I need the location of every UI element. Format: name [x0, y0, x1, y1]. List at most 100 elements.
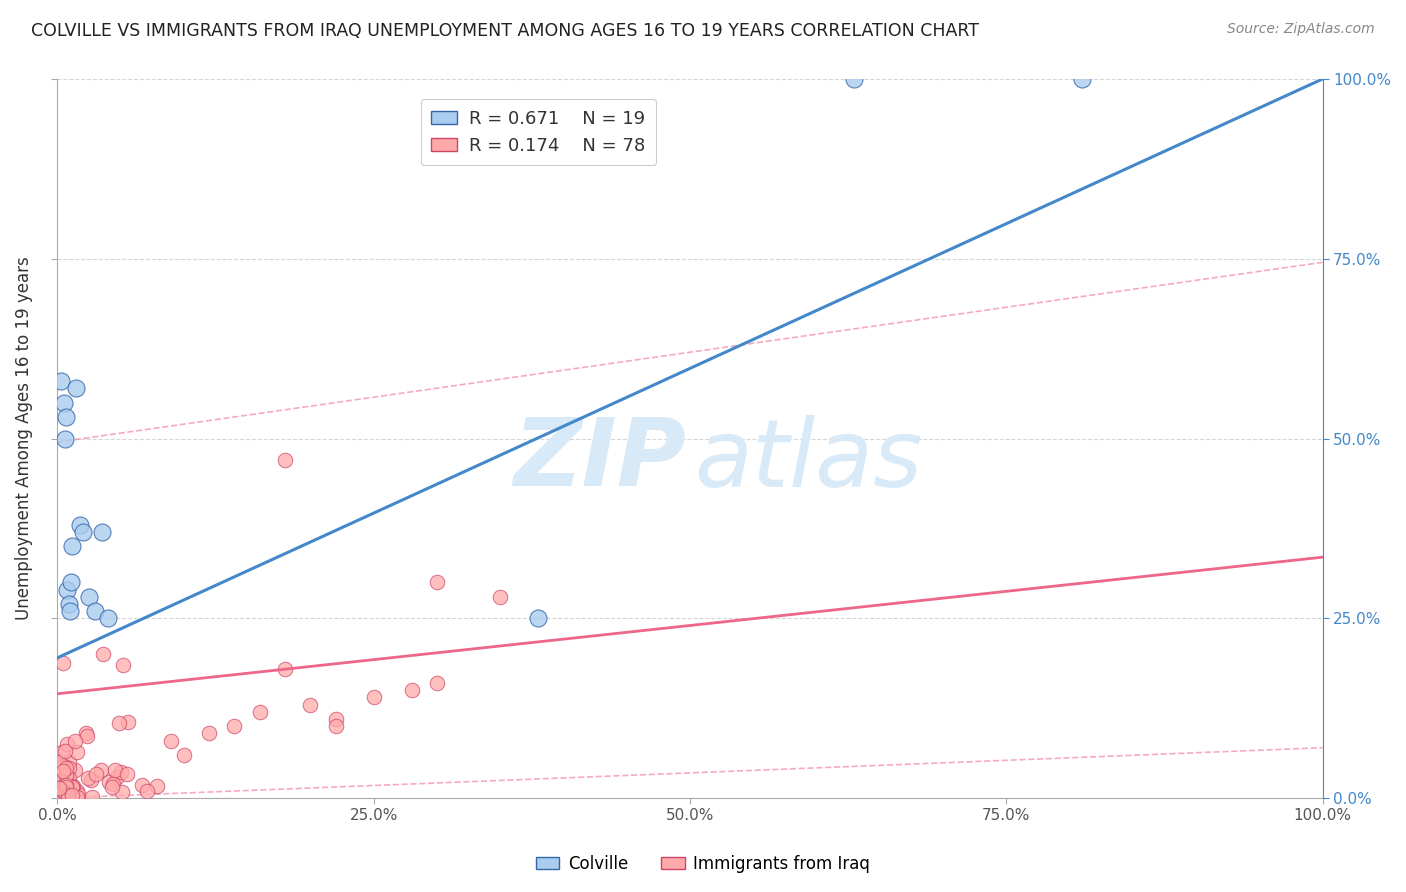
- Point: [59, 604, 82, 618]
- Point: [55, 780, 77, 795]
- Point: [66, 789, 89, 804]
- Point: [426, 676, 449, 690]
- Point: [55, 778, 77, 792]
- Point: [173, 747, 195, 762]
- Point: [299, 698, 322, 712]
- Point: [111, 785, 134, 799]
- Point: [527, 611, 550, 625]
- Point: [101, 780, 124, 794]
- Point: [60, 788, 83, 802]
- Point: [146, 779, 169, 793]
- Point: [63, 789, 86, 803]
- Point: [104, 763, 127, 777]
- Point: [52, 395, 75, 409]
- Point: [489, 590, 512, 604]
- Point: [48, 771, 70, 785]
- Point: [135, 783, 157, 797]
- Point: [76, 771, 98, 785]
- Point: [55, 768, 77, 782]
- Point: [65, 763, 87, 777]
- Point: [58, 755, 80, 769]
- Point: [58, 597, 80, 611]
- Point: [56, 789, 79, 803]
- Point: [52, 656, 75, 670]
- Point: [65, 381, 87, 395]
- Point: [90, 764, 112, 778]
- Point: [69, 517, 91, 532]
- Point: [60, 575, 83, 590]
- Point: [62, 779, 84, 793]
- Point: [53, 778, 76, 792]
- Point: [65, 784, 87, 798]
- Point: [198, 726, 221, 740]
- Point: [117, 714, 139, 729]
- Point: [84, 604, 107, 618]
- Point: [97, 611, 120, 625]
- Point: [115, 767, 138, 781]
- Y-axis label: Unemployment Among Ages 16 to 19 years: Unemployment Among Ages 16 to 19 years: [15, 257, 32, 621]
- Text: atlas: atlas: [693, 415, 922, 506]
- Point: [49, 781, 72, 796]
- Point: [56, 737, 79, 751]
- Point: [58, 761, 80, 775]
- Point: [82, 790, 104, 805]
- Point: [72, 524, 94, 539]
- Point: [84, 767, 107, 781]
- Point: [56, 582, 79, 597]
- Legend: R = 0.671    N = 19, R = 0.174    N = 78: R = 0.671 N = 19, R = 0.174 N = 78: [420, 99, 657, 166]
- Point: [51, 789, 73, 803]
- Point: [49, 761, 72, 775]
- Point: [363, 690, 385, 705]
- Point: [51, 760, 73, 774]
- Point: [325, 719, 347, 733]
- Point: [160, 733, 183, 747]
- Text: ZIP: ZIP: [513, 414, 686, 506]
- Point: [52, 758, 75, 772]
- Point: [66, 787, 89, 801]
- Point: [63, 734, 86, 748]
- Point: [111, 658, 134, 673]
- Point: [58, 771, 80, 785]
- Point: [131, 778, 153, 792]
- Point: [56, 787, 79, 801]
- Point: [426, 575, 449, 590]
- Point: [55, 409, 77, 424]
- Point: [75, 726, 97, 740]
- Point: [844, 72, 866, 87]
- Point: [76, 729, 98, 743]
- Point: [249, 705, 271, 719]
- Point: [48, 781, 70, 796]
- Point: [66, 790, 89, 805]
- Point: [274, 453, 297, 467]
- Point: [80, 772, 103, 787]
- Point: [224, 719, 246, 733]
- Point: [62, 540, 84, 554]
- Point: [62, 780, 84, 794]
- Text: COLVILLE VS IMMIGRANTS FROM IRAQ UNEMPLOYMENT AMONG AGES 16 TO 19 YEARS CORRELAT: COLVILLE VS IMMIGRANTS FROM IRAQ UNEMPLO…: [31, 22, 979, 40]
- Point: [55, 786, 77, 800]
- Point: [105, 770, 128, 784]
- Point: [77, 590, 100, 604]
- Point: [110, 765, 132, 780]
- Point: [101, 777, 124, 791]
- Legend: Colville, Immigrants from Iraq: Colville, Immigrants from Iraq: [530, 848, 876, 880]
- Point: [55, 744, 77, 758]
- Point: [55, 761, 77, 775]
- Point: [52, 764, 75, 778]
- Text: Source: ZipAtlas.com: Source: ZipAtlas.com: [1227, 22, 1375, 37]
- Point: [52, 781, 75, 796]
- Point: [48, 755, 70, 769]
- Point: [108, 715, 131, 730]
- Point: [66, 745, 89, 759]
- Point: [52, 784, 75, 798]
- Point: [60, 780, 83, 794]
- Point: [53, 787, 76, 801]
- Point: [53, 432, 76, 446]
- Point: [53, 766, 76, 780]
- Point: [91, 647, 114, 661]
- Point: [55, 768, 77, 782]
- Point: [274, 662, 297, 676]
- Point: [51, 745, 73, 759]
- Point: [90, 524, 112, 539]
- Point: [401, 683, 423, 698]
